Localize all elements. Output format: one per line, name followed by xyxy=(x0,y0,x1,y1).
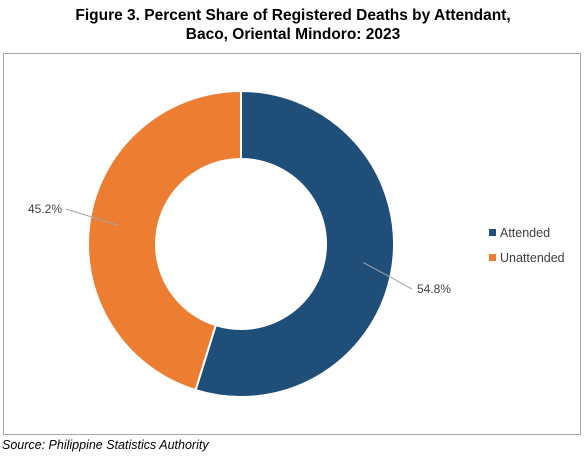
legend-label-attended: Attended xyxy=(500,226,550,240)
source-note: Source: Philippine Statistics Authority xyxy=(2,438,209,452)
leader-line-attended xyxy=(363,262,413,290)
data-label-unattended: 45.2% xyxy=(28,202,62,216)
chart-title-line-1: Figure 3. Percent Share of Registered De… xyxy=(75,7,511,24)
slice-attended xyxy=(194,89,395,398)
legend-swatch-attended xyxy=(489,229,496,236)
leader-line-unattended xyxy=(65,208,119,226)
legend-swatch-unattended xyxy=(489,254,496,261)
slice-unattended xyxy=(87,89,242,392)
legend-label-unattended: Unattended xyxy=(500,251,565,265)
data-label-attended: 54.8% xyxy=(417,282,451,296)
chart-title: Figure 3. Percent Share of Registered De… xyxy=(0,6,586,44)
chart-title-line-2: Baco, Oriental Mindoro: 2023 xyxy=(185,26,401,43)
